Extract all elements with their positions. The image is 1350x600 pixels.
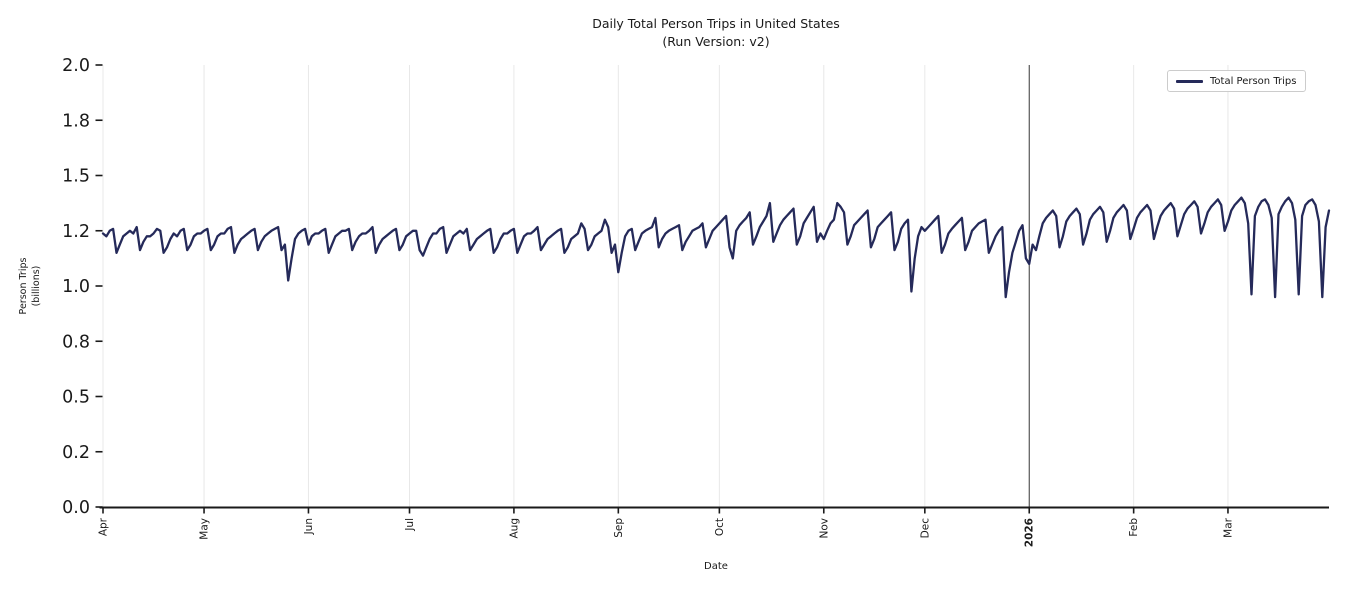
y-axis-label: Person Trips (billions) [17,223,45,349]
y-tick-label: 0.5 [62,388,90,408]
y-tick-label: 0.0 [62,498,90,518]
legend: Total Person Trips [1167,70,1307,92]
x-tick-label: Nov [818,518,830,539]
total-person-trips-line [101,196,1331,299]
y-tick-label: 1.0 [62,277,90,297]
x-tick-label: Aug [508,518,520,539]
x-axis-label: Date [704,561,728,572]
x-tick-label: Oct [714,518,726,536]
chart-title: Daily Total Person Trips in United State… [592,16,840,31]
y-tick-label: 0.8 [62,332,90,352]
legend-line-swatch [1176,79,1203,83]
x-tick-label: Jun [303,518,315,535]
y-tick-label: 1.2 [62,222,90,242]
x-tick-label: Sep [613,518,625,538]
legend-label: Total Person Trips [1210,75,1297,87]
x-tick-label: 2026 [1024,518,1036,547]
x-tick-label: Mar [1222,517,1234,537]
y-axis-label-line1: Person Trips [18,257,29,315]
y-tick-label: 0.2 [62,443,90,463]
x-tick-label: Apr [98,517,110,536]
y-tick-label: 1.5 [62,167,90,187]
x-tick-label: Dec [919,518,931,539]
y-axis-label-line2: (billions) [31,265,42,307]
y-tick-label: 2.0 [62,56,90,76]
x-tick-label: Feb [1128,518,1140,537]
x-tick-label: Jul [404,518,416,532]
chart-subtitle: (Run Version: v2) [662,34,770,49]
y-tick-label: 1.8 [62,111,90,131]
x-tick-label: May [199,518,211,540]
